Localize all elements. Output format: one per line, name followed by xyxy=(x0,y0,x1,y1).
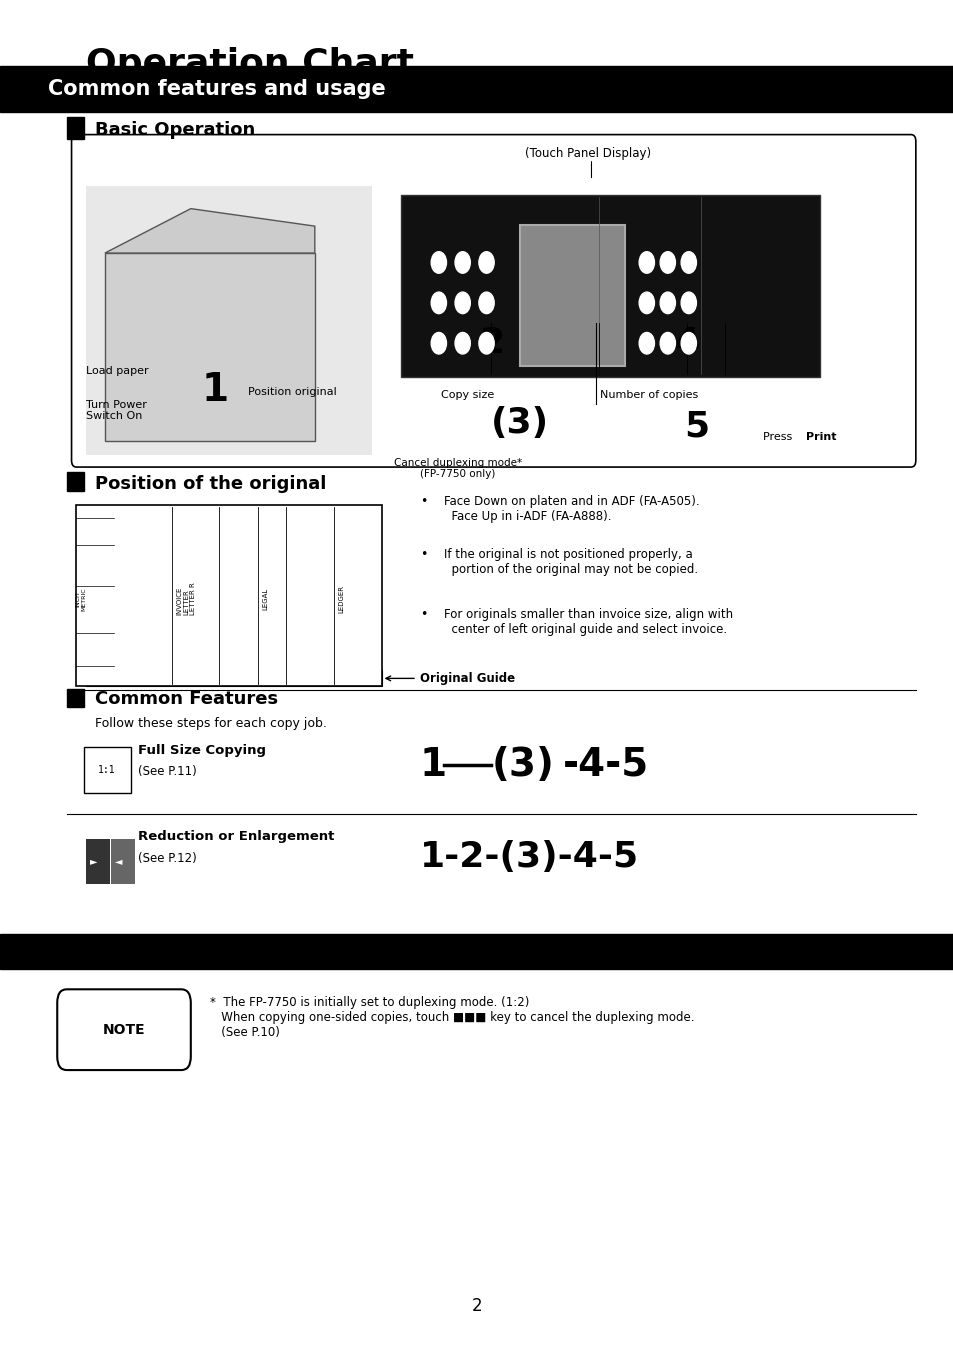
Bar xyxy=(105,253,314,441)
Circle shape xyxy=(431,332,446,354)
Bar xyxy=(67,689,84,707)
Text: Print: Print xyxy=(805,432,836,443)
Circle shape xyxy=(639,292,654,314)
Polygon shape xyxy=(105,209,314,253)
Text: For originals smaller than invoice size, align with
  center of left original gu: For originals smaller than invoice size,… xyxy=(443,608,732,637)
Text: 1: 1 xyxy=(201,371,228,409)
Circle shape xyxy=(455,292,470,314)
Text: Common Features: Common Features xyxy=(95,690,278,708)
Bar xyxy=(0,934,953,969)
Text: Operation Chart: Operation Chart xyxy=(86,47,414,81)
Circle shape xyxy=(639,252,654,273)
Bar xyxy=(86,670,381,686)
Text: INVOICE
LETTER
LETTER R: INVOICE LETTER LETTER R xyxy=(176,583,196,615)
Text: 4: 4 xyxy=(674,326,699,361)
Circle shape xyxy=(659,332,675,354)
Text: Position of the original: Position of the original xyxy=(95,475,327,493)
Circle shape xyxy=(680,332,696,354)
Text: Reduction or Enlargement: Reduction or Enlargement xyxy=(138,830,335,844)
Circle shape xyxy=(478,252,494,273)
Text: Face Down on platen and in ADF (FA-A505).
  Face Up in i-ADF (FA-A888).: Face Down on platen and in ADF (FA-A505)… xyxy=(443,495,699,524)
Circle shape xyxy=(478,292,494,314)
Text: Copy size: Copy size xyxy=(440,390,494,400)
Bar xyxy=(67,117,84,139)
Circle shape xyxy=(680,252,696,273)
Text: Load paper: Load paper xyxy=(86,366,149,376)
Text: 5: 5 xyxy=(683,409,708,444)
Circle shape xyxy=(680,292,696,314)
Text: Original Guide: Original Guide xyxy=(386,672,515,685)
Bar xyxy=(0,66,953,112)
Text: If the original is not positioned properly, a
  portion of the original may not : If the original is not positioned proper… xyxy=(443,548,697,576)
Circle shape xyxy=(659,292,675,314)
Text: Follow these steps for each copy job.: Follow these steps for each copy job. xyxy=(95,717,327,731)
Text: •: • xyxy=(419,548,427,561)
Text: LEDGER: LEDGER xyxy=(338,586,344,612)
Text: Basic Operation: Basic Operation xyxy=(95,121,255,139)
Circle shape xyxy=(455,252,470,273)
Text: LEGAL: LEGAL xyxy=(262,588,268,610)
Text: INCH
METRIC: INCH METRIC xyxy=(75,587,87,611)
FancyBboxPatch shape xyxy=(84,747,131,793)
Bar xyxy=(67,472,84,491)
Text: •: • xyxy=(419,608,427,622)
Bar xyxy=(519,225,624,366)
FancyBboxPatch shape xyxy=(71,135,915,467)
Text: (3): (3) xyxy=(491,405,548,440)
Text: 2: 2 xyxy=(478,326,503,361)
Text: *  The FP-7750 is initially set to duplexing mode. (1:2)
   When copying one-sid: * The FP-7750 is initially set to duplex… xyxy=(210,996,694,1039)
Bar xyxy=(400,195,820,377)
Circle shape xyxy=(455,332,470,354)
Text: ◄: ◄ xyxy=(114,856,122,867)
Circle shape xyxy=(478,332,494,354)
Bar xyxy=(86,839,110,884)
Text: Turn Power
Switch On: Turn Power Switch On xyxy=(86,400,147,421)
Text: (Touch Panel Display): (Touch Panel Display) xyxy=(524,147,650,160)
Text: 1: 1 xyxy=(419,746,446,783)
Circle shape xyxy=(639,332,654,354)
Text: (See P.12): (See P.12) xyxy=(138,852,197,865)
FancyBboxPatch shape xyxy=(57,989,191,1070)
Bar xyxy=(111,839,134,884)
Text: Number of copies: Number of copies xyxy=(599,390,697,400)
Text: ►: ► xyxy=(90,856,97,867)
Text: 1:1: 1:1 xyxy=(98,765,115,775)
Text: -4-5: -4-5 xyxy=(562,746,648,783)
Bar xyxy=(86,186,372,455)
Text: 2: 2 xyxy=(471,1296,482,1315)
Text: (3): (3) xyxy=(491,746,554,783)
Text: Cancel duplexing mode*
(FP-7750 only): Cancel duplexing mode* (FP-7750 only) xyxy=(394,458,521,479)
Circle shape xyxy=(431,252,446,273)
Text: 1-2-(3)-4-5: 1-2-(3)-4-5 xyxy=(419,840,639,875)
Text: Press: Press xyxy=(762,432,795,443)
Bar xyxy=(76,505,381,686)
Text: Common features and usage: Common features and usage xyxy=(48,79,385,98)
Circle shape xyxy=(659,252,675,273)
Text: (See P.11): (See P.11) xyxy=(138,765,197,778)
Text: NOTE: NOTE xyxy=(103,1023,145,1036)
Text: Position original: Position original xyxy=(248,386,336,397)
Circle shape xyxy=(431,292,446,314)
Text: Full Size Copying: Full Size Copying xyxy=(138,744,266,758)
Text: •: • xyxy=(419,495,427,509)
